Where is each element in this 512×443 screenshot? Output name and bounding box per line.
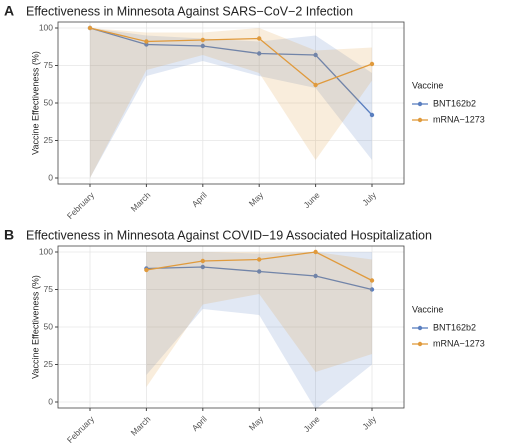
data-point xyxy=(257,51,262,56)
data-point xyxy=(313,52,318,58)
x-tick-label: June xyxy=(301,190,321,210)
legend-label: mRNA−1273 xyxy=(433,338,485,348)
legend-swatch xyxy=(417,101,423,107)
x-tick-label: June xyxy=(301,414,321,434)
x-tick-label: May xyxy=(247,413,266,432)
confidence-band xyxy=(90,28,372,178)
y-tick-label: 100 xyxy=(39,22,53,32)
legend-label: BNT162b2 xyxy=(433,322,476,332)
data-point xyxy=(144,267,149,273)
x-tick-label: July xyxy=(360,413,378,431)
data-point xyxy=(313,273,318,279)
legend-title: Vaccine xyxy=(412,304,443,314)
y-tick-label: 0 xyxy=(48,396,53,406)
plot-border xyxy=(57,245,405,409)
chart-title: Effectiveness in Minnesota Against SARS−… xyxy=(26,4,353,18)
legend-swatch xyxy=(417,325,423,331)
panel-label: B xyxy=(4,227,14,243)
data-point xyxy=(369,112,375,118)
data-point xyxy=(200,258,205,264)
x-tick-label: February xyxy=(65,189,97,221)
x-tick-label: April xyxy=(190,414,209,433)
y-tick-label: 50 xyxy=(44,97,54,107)
data-point xyxy=(369,61,375,67)
data-point xyxy=(144,39,149,44)
y-tick-label: 75 xyxy=(44,60,54,70)
y-tick-label: 25 xyxy=(44,359,54,369)
data-point xyxy=(369,278,375,283)
data-point xyxy=(200,264,205,270)
x-tick-label: March xyxy=(129,190,153,214)
panel-label: A xyxy=(4,3,14,19)
legend-label: mRNA−1273 xyxy=(433,114,485,124)
data-point xyxy=(257,269,262,274)
legend-title: Vaccine xyxy=(412,80,443,90)
series-line xyxy=(89,27,373,86)
series-line xyxy=(89,27,373,116)
y-tick-label: 50 xyxy=(44,321,54,331)
data-point xyxy=(257,36,262,41)
confidence-band xyxy=(90,28,372,178)
x-tick-label: May xyxy=(247,189,266,208)
data-point xyxy=(313,82,318,88)
legend-swatch xyxy=(417,117,423,123)
data-point xyxy=(87,25,93,31)
y-axis-label: Vaccine Effectiveness (%) xyxy=(30,275,40,379)
confidence-band xyxy=(146,252,372,387)
legend-swatch xyxy=(417,341,423,347)
data-point xyxy=(257,257,262,262)
plot-border xyxy=(57,21,405,185)
y-tick-label: 0 xyxy=(48,172,53,182)
data-point xyxy=(200,37,205,43)
legend-label: BNT162b2 xyxy=(433,98,476,108)
data-point xyxy=(313,249,318,255)
x-tick-label: April xyxy=(190,190,209,209)
chart-title: Effectiveness in Minnesota Against COVID… xyxy=(26,228,432,242)
confidence-band xyxy=(146,252,372,410)
x-tick-label: July xyxy=(360,189,378,207)
y-axis-label: Vaccine Effectiveness (%) xyxy=(30,51,40,155)
y-tick-label: 25 xyxy=(44,135,54,145)
data-point xyxy=(200,43,205,49)
y-tick-label: 75 xyxy=(44,284,54,294)
y-tick-label: 100 xyxy=(39,246,53,256)
x-tick-label: February xyxy=(65,413,97,443)
x-tick-label: March xyxy=(129,414,153,438)
data-point xyxy=(369,287,375,292)
